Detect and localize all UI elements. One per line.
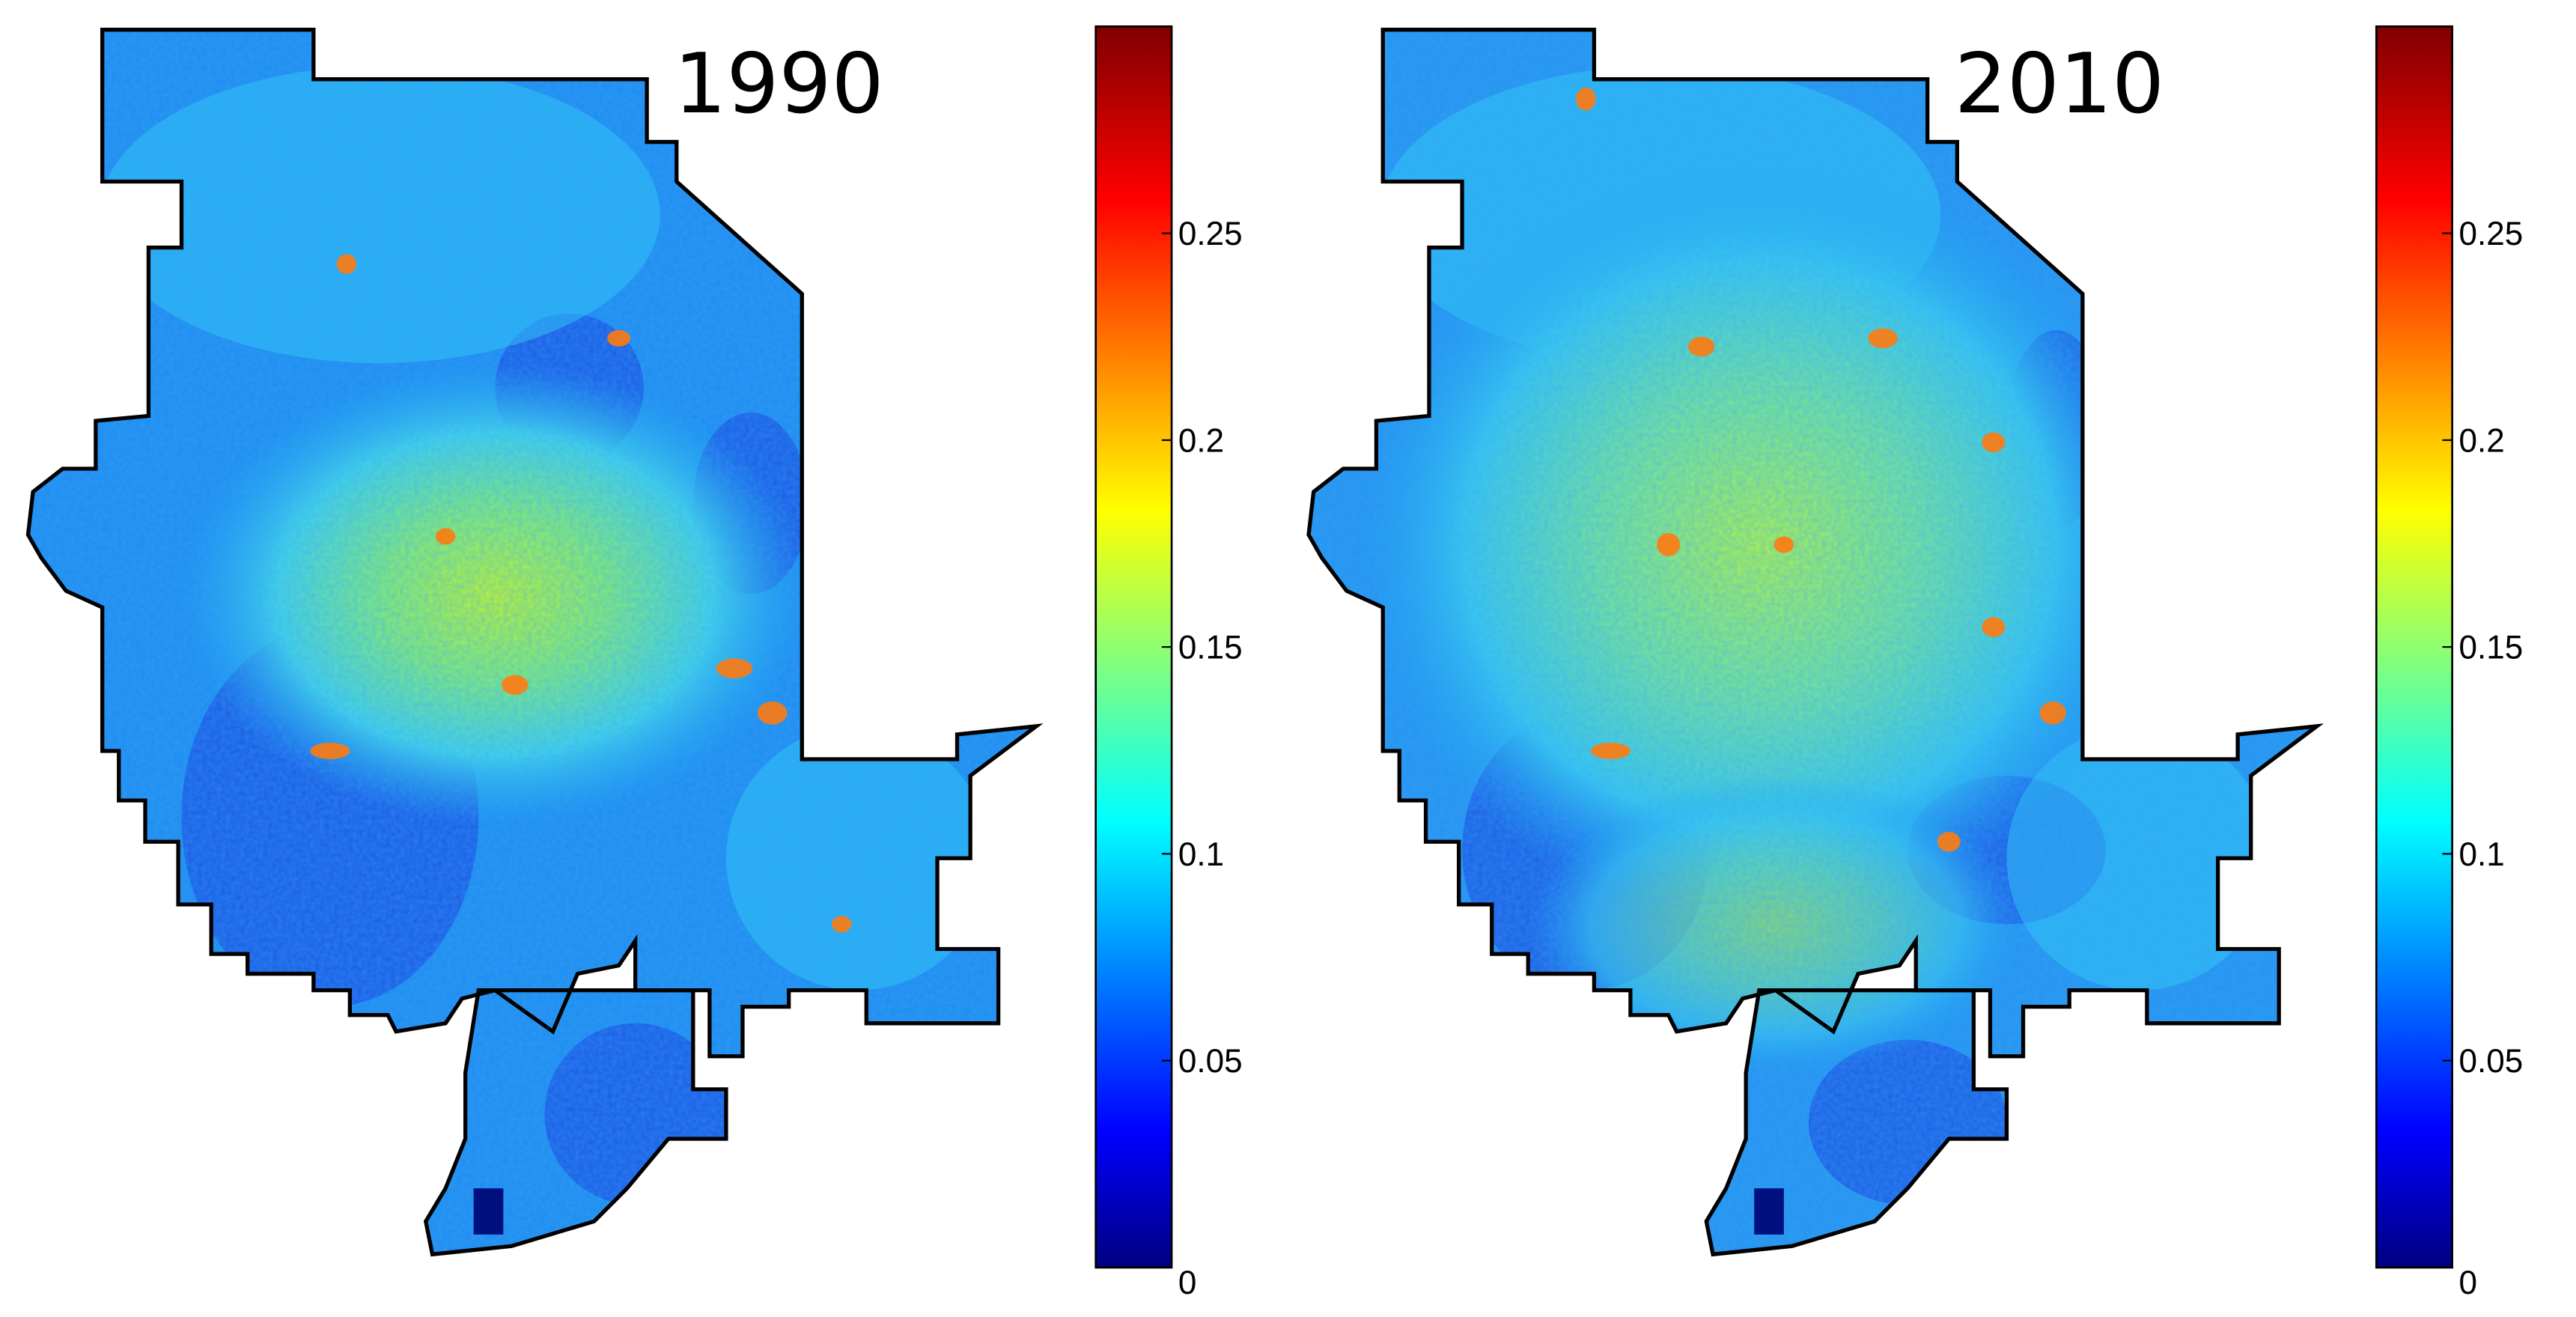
colorbar-tick-label: 0 (1178, 1265, 1197, 1301)
colorbar-tick-label: 0.2 (2458, 422, 2504, 459)
colorbar-tick-label: 0.2 (1178, 422, 1224, 459)
panel-year-label: 1990 (674, 36, 883, 132)
colorbar-tick-label: 0.15 (1178, 630, 1243, 666)
colorbar-tick-label: 0.05 (1178, 1043, 1243, 1080)
map-panel-1990: 1990 0 0.05 0.1 0.15 0.2 0.25 (25, 25, 1243, 1301)
colorbar-gradient (2376, 26, 2452, 1268)
colorbar-tick-label: 0.15 (2458, 630, 2523, 666)
map-panel-2010: 2010 0 0.05 0.1 0.15 0.2 0.25 (1306, 25, 2523, 1301)
colorbar-tick-label: 0.05 (2458, 1043, 2523, 1080)
colorbar-tick-label: 0 (2458, 1265, 2477, 1301)
panel-year-label: 2010 (1955, 36, 2164, 132)
colorbar: 0 0.05 0.1 0.15 0.2 0.25 (1094, 25, 1243, 1301)
colorbar-tick-label: 0.25 (1178, 216, 1243, 252)
colorbar-tick-label: 0.1 (2458, 836, 2504, 873)
colorbar-gradient (1095, 26, 1172, 1268)
colorbar-tick-label: 0.25 (2458, 216, 2523, 252)
colorbar: 0 0.05 0.1 0.15 0.2 0.25 (2375, 25, 2523, 1301)
colorbar-tick-label: 0.1 (1178, 836, 1224, 873)
